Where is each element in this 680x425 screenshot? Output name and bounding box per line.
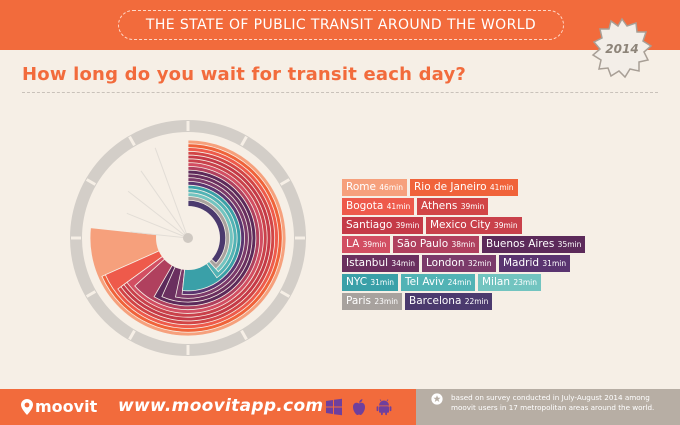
city-minutes: 35min	[557, 240, 582, 249]
windows-icon[interactable]	[325, 398, 343, 416]
city-tag-barcelona: Barcelona 22min	[405, 293, 493, 310]
city-name: Madrid	[503, 257, 543, 269]
apple-icon[interactable]	[350, 398, 368, 416]
city-name: São Paulo	[397, 238, 452, 250]
city-minutes: 23min	[513, 278, 538, 287]
city-name: Rome	[346, 181, 380, 193]
city-name: Athens	[421, 200, 461, 212]
clock-ray	[154, 147, 189, 239]
clock-tick	[85, 290, 97, 298]
moovit-pin-icon	[21, 399, 33, 415]
city-name: LA	[346, 238, 363, 250]
city-tag-istanbul: Istanbul 34min	[342, 255, 420, 272]
city-tag-paris: Paris 23min	[342, 293, 403, 310]
city-tag-london: London 32min	[422, 255, 496, 272]
city-name: Santiago	[346, 219, 396, 231]
city-name: Rio de Janeiro	[414, 181, 490, 193]
city-name: Barcelona	[409, 295, 465, 307]
radial-wait-chart	[70, 120, 306, 356]
clock-tick	[128, 329, 136, 341]
city-tag-tel-aviv: Tel Aviv 24min	[401, 274, 476, 291]
city-name: Bogota	[346, 200, 387, 212]
city-minutes: 22min	[464, 297, 489, 306]
city-tag-nyc: NYC 31min	[342, 274, 399, 291]
city-tag-s-o-paulo: São Paulo 38min	[393, 236, 480, 253]
city-name: Buenos Aires	[486, 238, 558, 250]
city-tag-bogota: Bogota 41min	[342, 198, 415, 215]
divider	[22, 92, 658, 93]
clock-hub	[183, 233, 193, 243]
survey-note: based on survey conducted in July-August…	[451, 393, 655, 412]
clock-tick	[279, 178, 291, 186]
city-tag-mexico-city: Mexico City 39min	[426, 217, 522, 234]
clock-tick	[279, 290, 291, 298]
header-frame	[118, 10, 564, 40]
city-tag-athens: Athens 39min	[417, 198, 489, 215]
city-tag-buenos-aires: Buenos Aires 35min	[482, 236, 586, 253]
city-minutes: 39min	[460, 202, 485, 211]
city-minutes: 39min	[362, 240, 387, 249]
city-name: Mexico City	[430, 219, 494, 231]
badge-year: 2014	[605, 42, 638, 56]
city-name: Paris	[346, 295, 375, 307]
website-link[interactable]: www.moovitapp.com	[118, 396, 324, 416]
clock-ray	[126, 212, 189, 239]
city-tag-santiago: Santiago 39min	[342, 217, 424, 234]
clock-tick	[240, 329, 248, 341]
chart-question: How long do you wait for transit each da…	[22, 64, 467, 85]
year-badge: 2014	[591, 17, 653, 79]
clock-ray	[140, 170, 189, 239]
city-minutes: 34min	[391, 259, 416, 268]
city-tag-milan: Milan 23min	[478, 274, 542, 291]
page-title: THE STATE OF PUBLIC TRANSIT AROUND THE W…	[145, 17, 537, 33]
star-badge-icon	[431, 393, 443, 405]
clock-tick	[128, 135, 136, 147]
city-minutes: 39min	[493, 221, 518, 230]
city-minutes: 41min	[489, 183, 514, 192]
clock-tick	[85, 178, 97, 186]
city-name: Tel Aviv	[405, 276, 448, 288]
city-name: Milan	[482, 276, 514, 288]
city-tag-la: LA 39min	[342, 236, 391, 253]
city-minutes: 38min	[451, 240, 476, 249]
city-tag-rome: Rome 46min	[342, 179, 407, 196]
city-name: NYC	[346, 276, 371, 288]
clock-ray	[127, 190, 189, 239]
clock-ray	[130, 231, 189, 239]
city-minutes: 46min	[379, 183, 403, 192]
city-minutes: 23min	[374, 297, 399, 306]
android-icon[interactable]	[375, 398, 393, 416]
city-name: London	[426, 257, 468, 269]
city-tag-madrid: Madrid 31min	[499, 255, 571, 272]
city-name: Istanbul	[346, 257, 392, 269]
footer-note-panel	[416, 389, 680, 425]
city-minutes: 31min	[370, 278, 395, 287]
moovit-logo[interactable]: moovit	[35, 397, 98, 416]
clock-tick	[240, 135, 248, 147]
header-bar	[0, 0, 680, 50]
city-tag-rio-de-janeiro: Rio de Janeiro 41min	[410, 179, 518, 196]
city-minutes: 39min	[395, 221, 420, 230]
city-minutes: 32min	[467, 259, 492, 268]
city-minutes: 41min	[386, 202, 411, 211]
city-minutes: 31min	[542, 259, 567, 268]
city-minutes: 24min	[447, 278, 472, 287]
